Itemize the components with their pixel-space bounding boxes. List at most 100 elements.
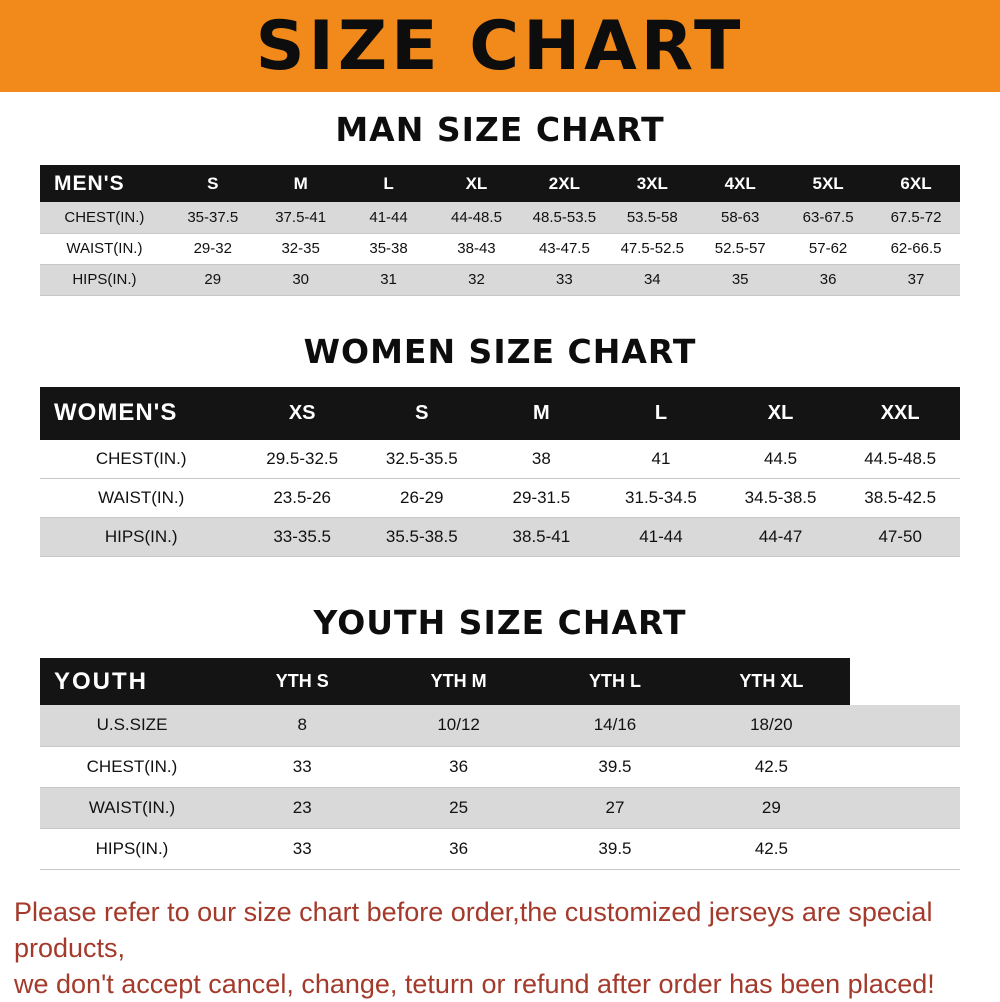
size-value-cell: 29 [204, 271, 222, 288]
women-size-chart-section: WOMEN SIZE CHART WOMEN'S XS S M L XL XXL CHEST(I… [0, 296, 1000, 558]
size-value-cell: 58-63 [721, 208, 760, 226]
charts-container: MAN SIZE CHART MEN'S S M L XL 2XL 3XL 4XL 5XL 6XL C… [0, 92, 1000, 870]
size-value-cell: 10/12 [437, 715, 480, 735]
banner: SIZE CHART [0, 0, 1000, 92]
size-value-cell: 38 [531, 448, 551, 468]
size-value-cell: 37.5-41 [275, 208, 327, 226]
table-row: WAIST(IN.) 29-32 32-35 35-38 38-43 43-47.5 47.… [40, 233, 960, 264]
size-value-cell: 43-47.5 [538, 240, 590, 257]
row-spacer [850, 705, 960, 746]
row-label: HIPS(IN.) [72, 271, 137, 288]
column-header: M [481, 386, 602, 440]
youth-size-table: YOUTH YTH S YTH M YTH L YTH XL U.S.SIZE 8 10/12… [40, 658, 960, 870]
size-value-cell: 48.5-53.5 [532, 208, 597, 226]
column-header: XL [720, 386, 841, 440]
size-value-cell: 36 [449, 756, 469, 776]
column-header: YTH XL [693, 658, 850, 705]
men-size-table: MEN'S S M L XL 2XL 3XL 4XL 5XL 6XL CHEST(IN.) 35-37… [40, 165, 960, 296]
size-value-cell: 30 [292, 271, 309, 288]
size-value-cell: 53.5-58 [626, 208, 678, 226]
size-value-cell: 33 [556, 271, 573, 288]
size-value-cell: 44.5 [764, 448, 798, 468]
size-value-cell: 29.5-32.5 [266, 448, 339, 468]
size-value-cell: 67.5-72 [890, 208, 942, 226]
size-value-cell: 29 [761, 797, 781, 817]
size-value-cell: 47-50 [878, 527, 922, 546]
column-header: XXL [840, 386, 960, 440]
row-label: HIPS(IN.) [95, 838, 169, 858]
table-row: HIPS(IN.) 33 36 39.5 42.5 [40, 828, 960, 869]
footer-note: Please refer to our size chart before or… [14, 894, 986, 1002]
youth-size-chart-section: YOUTH SIZE CHART YOUTH YTH S YTH M YTH L YTH … [0, 557, 1000, 870]
men-header-row: MEN'S S M L XL 2XL 3XL 4XL 5XL 6XL [40, 165, 960, 202]
row-label: HIPS(IN.) [104, 527, 178, 546]
table-row: HIPS(IN.) 29 30 31 32 33 34 35 36 37 [40, 264, 960, 295]
size-value-cell: 26-29 [400, 488, 444, 507]
size-value-cell: 31 [380, 271, 397, 288]
size-value-cell: 38-43 [457, 240, 496, 257]
size-value-cell: 29-32 [193, 240, 232, 257]
column-header: 6XL [872, 165, 960, 202]
size-value-cell: 44-47 [758, 527, 803, 546]
row-spacer [850, 746, 960, 787]
size-value-cell: 35-38 [369, 240, 408, 257]
row-label: WAIST(IN.) [98, 488, 185, 507]
table-row: WAIST(IN.) 23.5-26 26-29 29-31.5 31.5-34.5 34… [40, 478, 960, 518]
size-value-cell: 41-44 [639, 527, 683, 546]
size-value-cell: 29-31.5 [512, 488, 571, 507]
table-row: HIPS(IN.) 33-35.5 35.5-38.5 38.5-41 41-44 44-… [40, 517, 960, 557]
column-header: 3XL [608, 165, 697, 202]
size-value-cell: 42.5 [754, 756, 788, 776]
column-header: YTH L [536, 658, 694, 705]
column-header: L [344, 165, 433, 202]
size-value-cell: 39.5 [598, 756, 632, 776]
column-header: S [361, 386, 482, 440]
size-value-cell: 14/16 [593, 715, 637, 735]
size-value-cell: 31.5-34.5 [625, 488, 697, 507]
row-spacer [850, 787, 960, 828]
size-value-cell: 32.5-35.5 [385, 448, 458, 468]
size-value-cell: 37 [907, 271, 925, 288]
column-header: 5XL [784, 165, 873, 202]
footer-line-1: Please refer to our size chart before or… [14, 896, 933, 963]
size-value-cell: 41-44 [369, 208, 408, 226]
size-value-cell: 36 [819, 271, 837, 288]
row-label: WAIST(IN.) [66, 240, 143, 257]
women-header-row: WOMEN'S XS S M L XL XXL [40, 386, 960, 440]
size-value-cell: 18/20 [750, 715, 793, 735]
column-header: 2XL [520, 165, 609, 202]
size-value-cell: 33-35.5 [273, 527, 332, 546]
footer-line-2: we don't accept cancel, change, teturn o… [14, 968, 935, 999]
size-value-cell: 8 [297, 715, 307, 735]
size-value-cell: 27 [605, 797, 625, 817]
size-value-cell: 47.5-52.5 [620, 240, 684, 257]
header-spacer [849, 658, 960, 705]
table-row: CHEST(IN.) 35-37.5 37.5-41 41-44 44-48.5 48.5… [40, 202, 960, 233]
size-value-cell: 23 [292, 797, 312, 817]
women-size-table: WOMEN'S XS S M L XL XXL CHEST(IN.) 29.5-32.5 32.5… [40, 386, 960, 558]
men-chart-heading: MAN SIZE CHART [335, 110, 665, 149]
size-value-cell: 33 [292, 838, 312, 858]
size-value-cell: 38.5-42.5 [864, 488, 937, 507]
column-header: YTH M [380, 658, 537, 705]
youth-header-row: YOUTH YTH S YTH M YTH L YTH XL [40, 658, 960, 705]
column-header: L [601, 386, 721, 440]
size-value-cell: 42.5 [754, 838, 788, 858]
table-title-cell: YOUTH [40, 658, 224, 705]
page-title: SIZE CHART [255, 6, 745, 86]
size-value-cell: 35 [731, 271, 749, 288]
size-value-cell: 44-48.5 [451, 208, 502, 226]
row-label: CHEST(IN.) [64, 208, 145, 226]
youth-chart-heading: YOUTH SIZE CHART [313, 603, 687, 642]
size-value-cell: 62-66.5 [890, 240, 942, 257]
size-value-cell: 52.5-57 [714, 240, 766, 257]
column-header: S [168, 165, 257, 202]
size-value-cell: 34 [643, 271, 661, 288]
size-value-cell: 63-67.5 [802, 208, 854, 226]
size-value-cell: 25 [449, 797, 469, 817]
table-row: CHEST(IN.) 33 36 39.5 42.5 [40, 746, 960, 787]
column-header: XS [242, 386, 362, 440]
row-label: CHEST(IN.) [86, 756, 178, 776]
size-value-cell: 33 [292, 756, 312, 776]
